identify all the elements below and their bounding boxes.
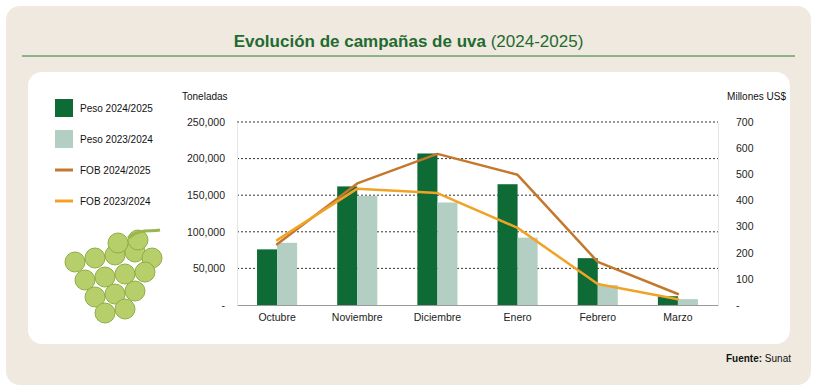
y2-axis-title: Millones US$ [727,91,786,102]
tick: 500 [718,168,754,180]
legend: Peso 2024/2025 Peso 2023/2024 FOB 2024/202… [55,99,153,207]
grape [115,299,135,319]
legend-swatch [55,169,73,172]
y2-axis: - 100 200 300 400 500 600 700 [718,116,754,311]
grape [65,252,85,272]
grape [135,262,155,282]
tick: 200,000 [187,152,237,164]
tick-label: Febrero [579,311,616,323]
background-frame [6,6,811,385]
tick: Octubre [258,305,296,323]
tick-label: Marzo [663,311,692,323]
grid [237,122,718,268]
source: Fuente: Sunat [726,353,791,364]
grape [108,233,128,253]
tick: 150,000 [187,189,237,201]
tick: 200 [718,247,754,259]
tick: - [222,299,238,311]
grape [85,248,105,268]
y-axis-title: Toneladas [182,91,228,102]
line [277,154,678,294]
legend-swatch [55,99,73,117]
grid-line [237,122,718,123]
bar [417,153,437,305]
grape [125,281,145,301]
grid-line [237,195,718,196]
bar [277,243,297,305]
tick-label: 500 [736,168,754,180]
grape [95,303,115,323]
tick: 50,000 [193,262,237,274]
grid-line [237,268,718,269]
tick-label: 300 [736,220,754,232]
tick-label: Diciembre [414,311,461,323]
tick: - [718,299,740,311]
marks [257,153,698,305]
legend-label: FOB 2024/2025 [80,165,151,176]
legend-label: FOB 2023/2024 [80,196,151,207]
chart-canvas: Evolución de campañas de uva (2024-2025)… [0,0,817,391]
tick-label: 100,000 [187,226,225,238]
tick: 100 [718,273,754,285]
legend-swatch [55,200,73,203]
tick: 100,000 [187,226,237,238]
bar [257,249,277,305]
grid-line [237,231,718,232]
tick-label: Enero [504,311,532,323]
tick-label: Noviembre [332,311,383,323]
tick-label: 700 [736,116,754,128]
axis-line [718,123,719,306]
title-rule [22,56,795,57]
tick-label: Octubre [258,311,296,323]
grid-line [237,158,718,159]
tick-label: 150,000 [187,189,225,201]
x-axis: Octubre Noviembre Diciembre Enero Febrero Mar… [238,305,719,323]
tick: Marzo [663,305,692,323]
line [277,189,678,300]
tick-label: 250,000 [187,116,225,128]
y-axis: - 50,000 100,000 150,000 200,000 250,000 [187,116,237,311]
panel [28,72,790,344]
tick-label: 200 [736,247,754,259]
bar [337,186,357,305]
bar [437,203,457,305]
bar [678,299,698,305]
tick: 300 [718,220,754,232]
title: Evolución de campañas de uva (2024-2025) [234,32,584,51]
tick-label: - [736,299,740,311]
tick-label: 50,000 [193,262,225,274]
tick-label: 400 [736,194,754,206]
bar [357,196,377,305]
tick: 400 [718,194,754,206]
axis-line [237,123,238,306]
tick-label: 600 [736,142,754,154]
tick-label: - [222,299,226,311]
tick: 250,000 [187,116,237,128]
tick: 600 [718,142,754,154]
axis-line [238,305,719,306]
legend-label: Peso 2024/2025 [80,103,153,114]
bar [498,184,518,305]
grape-illustration [65,230,162,323]
tick: Enero [504,305,532,323]
tick-label: 100 [736,273,754,285]
tick: Noviembre [332,305,383,323]
legend-swatch [55,130,73,148]
tick: 700 [718,116,754,128]
bar [518,238,538,305]
tick: Febrero [579,305,616,323]
grape-stem [128,230,160,238]
tick: Diciembre [414,305,461,323]
legend-label: Peso 2023/2024 [80,134,153,145]
tick-label: 200,000 [187,152,225,164]
